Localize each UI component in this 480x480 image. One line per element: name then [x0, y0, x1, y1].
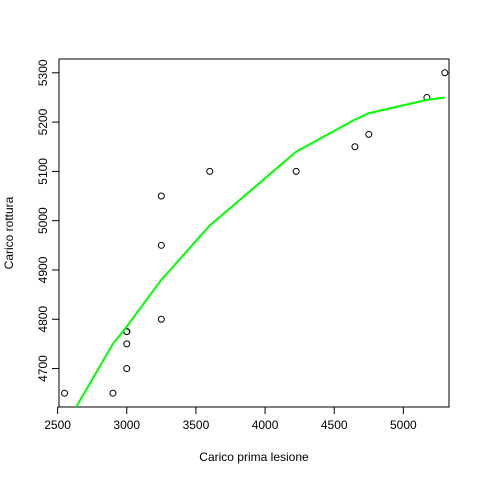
- data-point: [292, 167, 300, 175]
- fit-line: [75, 96, 445, 407]
- x-tick-label: 4500: [321, 418, 348, 432]
- data-point: [123, 365, 131, 373]
- y-tick-label: 4700: [36, 355, 50, 382]
- x-tick-label: 5000: [390, 418, 417, 432]
- y-tick-label: 5100: [36, 158, 50, 185]
- data-point: [61, 389, 69, 397]
- y-axis-label: Carico rottura: [2, 196, 16, 269]
- x-tick-label: 2500: [44, 418, 71, 432]
- y-tick-label: 4900: [36, 256, 50, 283]
- y-tick-label: 5000: [36, 207, 50, 234]
- data-point: [157, 192, 165, 200]
- x-axis: 2500 3000 3500 4000 4500 5000: [44, 406, 417, 432]
- data-point: [441, 69, 449, 77]
- x-axis-label: Carico prima lesione: [199, 450, 309, 464]
- data-point: [109, 389, 117, 397]
- y-axis: 4700 4800 4900 5000 5100 5200 5300: [36, 59, 60, 382]
- x-tick-label: 3000: [113, 418, 140, 432]
- series-layer: [61, 69, 449, 407]
- x-tick-label: 4000: [252, 418, 279, 432]
- data-point: [157, 241, 165, 249]
- x-tick-label: 3500: [183, 418, 210, 432]
- data-point: [351, 143, 359, 151]
- y-tick-label: 4800: [36, 306, 50, 333]
- y-tick-label: 5300: [36, 59, 50, 86]
- data-point: [123, 340, 131, 348]
- plot-frame: [58, 58, 450, 408]
- data-point: [157, 315, 165, 323]
- y-tick-label: 5200: [36, 108, 50, 135]
- data-point: [206, 167, 214, 175]
- data-point: [365, 130, 373, 138]
